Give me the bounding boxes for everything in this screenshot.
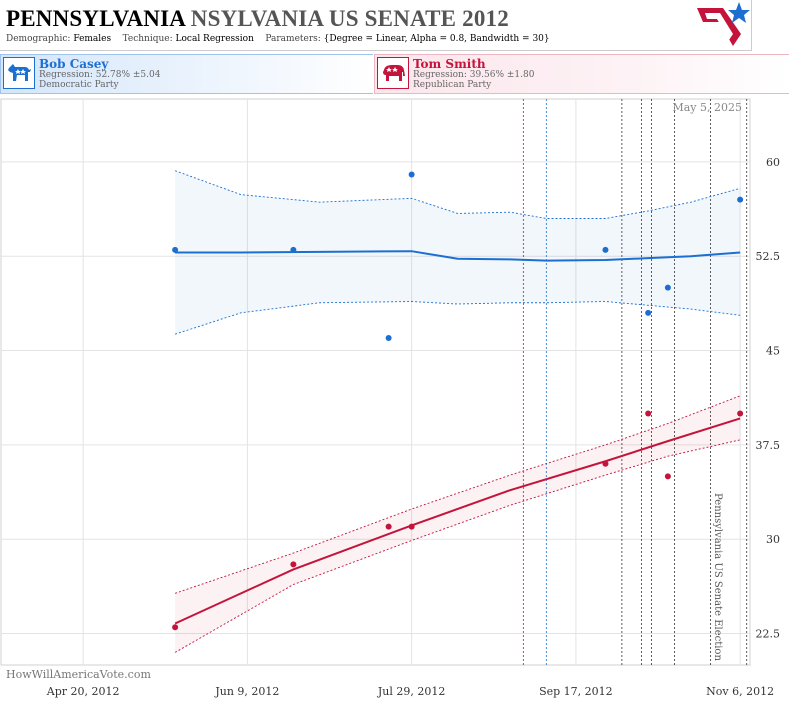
site-logo-icon (697, 2, 750, 46)
poll-point (408, 523, 415, 530)
grid (0, 98, 751, 666)
candidate-card-rep: Tom Smith Regression: 39.56% ±1.80 Repub… (374, 54, 789, 94)
poll-point (172, 246, 179, 253)
poll-point (645, 410, 652, 417)
x-tick-label: Jun 9, 2012 (214, 685, 279, 698)
y-tick-label: 52.5 (756, 250, 781, 263)
date-stamp: May 5, 2025 (672, 101, 742, 114)
y-tick-label: 22.5 (756, 628, 781, 641)
donkey-icon (3, 57, 35, 89)
candidate-party: Republican Party (413, 80, 492, 90)
x-tick-label: Apr 20, 2012 (46, 685, 120, 698)
poll-point (385, 334, 392, 341)
poll-point (290, 246, 297, 253)
y-tick-label: 45 (766, 345, 780, 358)
poll-point (737, 196, 744, 203)
poll-point (737, 410, 744, 417)
y-tick-label: 30 (766, 533, 780, 546)
header: PENNSYLVANIA NSYLVANIA US SENATE 2012 De… (0, 0, 752, 51)
candidate-regression: Regression: 39.56% ±1.80 (413, 70, 535, 80)
candidate-name: Tom Smith (413, 57, 486, 71)
parameters-label: Parameters: (265, 34, 321, 44)
page-title: PENNSYLVANIA NSYLVANIA US SENATE 2012 (6, 6, 509, 32)
plot-frame (0, 98, 751, 666)
poll-point (385, 523, 392, 530)
band-upper-line (174, 395, 741, 594)
poll-point (602, 460, 609, 467)
chart-area: 22.5 30 37.5 45 52.5 60 Apr 20, 2012 Jun 9, 201… (0, 95, 789, 704)
elephant-icon (377, 57, 409, 89)
technique-value: Local Regression (175, 34, 254, 44)
technique-label: Technique: (122, 34, 173, 44)
x-tick-label: Nov 6, 2012 (706, 685, 774, 698)
candidate-regression: Regression: 52.78% ±5.04 (39, 70, 161, 80)
poll-point (664, 473, 671, 480)
poll-point (645, 309, 652, 316)
confidence-band (175, 395, 741, 653)
y-tick-label: 60 (766, 156, 780, 169)
parameters-value: {Degree = Linear, Alpha = 0.8, Bandwidth… (323, 34, 550, 44)
poll-point (664, 284, 671, 291)
poll-point (408, 171, 415, 178)
regression-chart: 22.5 30 37.5 45 52.5 60 Apr 20, 2012 Jun 9, 201… (0, 98, 780, 698)
y-tick-label: 37.5 (756, 439, 781, 452)
poll-points (172, 171, 744, 631)
title-race: NSYLVANIA US SENATE 2012 (190, 6, 509, 31)
poll-point (602, 246, 609, 253)
election-label: Pennsylvania US Senate Election (712, 493, 723, 661)
parameters-line: Demographic: Females Technique: Local Re… (6, 34, 550, 44)
axes: 22.5 30 37.5 45 52.5 60 Apr 20, 2012 Jun 9, 201… (46, 156, 780, 698)
confidence-bands (174, 170, 741, 653)
demographic-value: Females (73, 34, 112, 44)
poll-point (290, 561, 297, 568)
watermark: HowWillAmericaVote.com (6, 668, 151, 681)
confidence-band (175, 170, 741, 335)
poll-point (172, 624, 179, 631)
candidate-name: Bob Casey (39, 57, 109, 71)
candidate-card-dem: Bob Casey Regression: 52.78% ±5.04 Democ… (0, 54, 373, 94)
title-state: PENNSYLVANIA (6, 6, 185, 31)
x-tick-label: Jul 29, 2012 (377, 685, 446, 698)
demographic-label: Demographic: (6, 34, 71, 44)
band-lower-line (174, 439, 741, 653)
trend-line (174, 417, 741, 625)
x-tick-label: Sep 17, 2012 (539, 685, 613, 698)
candidate-party: Democratic Party (39, 80, 119, 90)
